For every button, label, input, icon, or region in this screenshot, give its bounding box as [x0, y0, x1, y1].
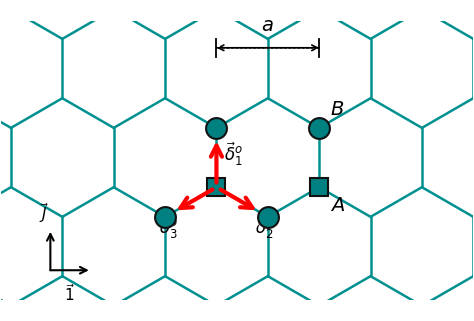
Text: $\vec{\delta}_2^o$: $\vec{\delta}_2^o$ [255, 213, 273, 241]
Text: $A$: $A$ [330, 196, 345, 215]
Text: $\vec{\delta}_3^o$: $\vec{\delta}_3^o$ [159, 213, 178, 241]
Text: $a$: $a$ [262, 16, 274, 35]
Text: $\vec{\delta}_1^o$: $\vec{\delta}_1^o$ [224, 141, 243, 168]
Text: $\vec{1}$: $\vec{1}$ [64, 283, 75, 304]
Text: $B$: $B$ [330, 100, 344, 119]
Text: $\vec{J}$: $\vec{J}$ [39, 201, 50, 225]
